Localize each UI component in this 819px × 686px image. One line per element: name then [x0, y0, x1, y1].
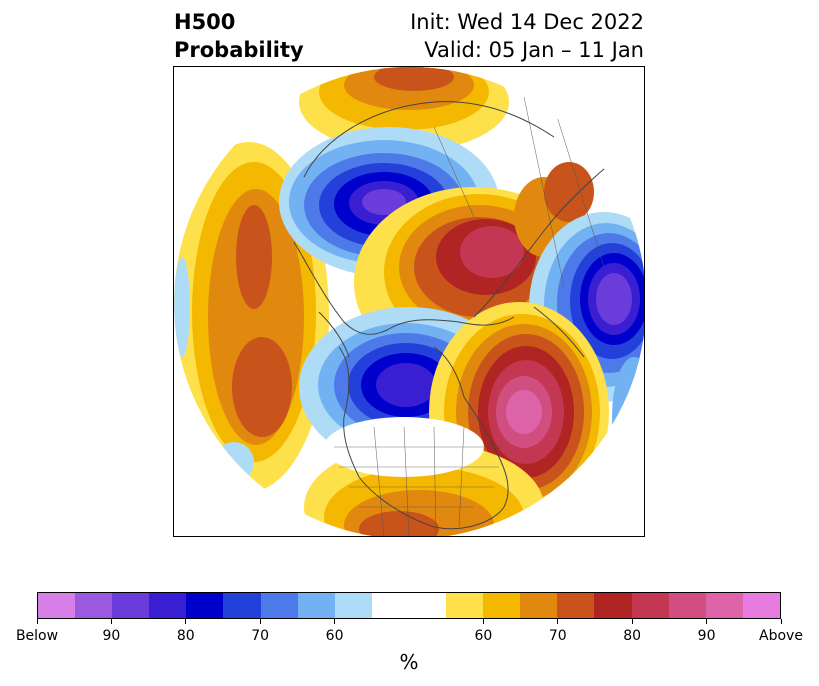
- title-type: Probability: [174, 38, 304, 62]
- colorbar-swatch: [186, 593, 224, 618]
- colorbar-tick-mark: [259, 619, 261, 624]
- colorbar-swatch: [668, 593, 706, 618]
- colorbar-swatch: [75, 593, 113, 618]
- polar-map: [173, 66, 645, 537]
- colorbar-swatch: [557, 593, 595, 618]
- colorbar-swatch: [149, 593, 187, 618]
- colorbar-swatch: [260, 593, 298, 618]
- colorbar-swatch: [223, 593, 261, 618]
- colorbar-tick-mark: [36, 619, 38, 624]
- borders: [334, 96, 605, 536]
- map-title: H500 Probability: [174, 8, 304, 64]
- colorbar-tick-label: 60: [325, 628, 344, 644]
- colorbar-swatch: [483, 593, 521, 618]
- colorbar-tick-label: 70: [251, 628, 270, 644]
- colorbar-swatch: [742, 593, 780, 618]
- colorbar-tick-mark: [780, 619, 782, 624]
- colorbar-swatch: [297, 593, 335, 618]
- colorbar-tick-mark: [185, 619, 187, 624]
- probability-map-svg: [174, 67, 644, 536]
- colorbar-tick-label: 80: [176, 628, 195, 644]
- colorbar-swatch: [112, 593, 150, 618]
- colorbar-unit: %: [399, 650, 419, 674]
- colorbar-swatches: [37, 592, 781, 619]
- colorbar-tick-label: 90: [697, 628, 716, 644]
- map-date-info: Init: Wed 14 Dec 2022 Valid: 05 Jan – 11…: [410, 8, 644, 64]
- valid-range: Valid: 05 Jan – 11 Jan: [424, 38, 644, 62]
- title-variable: H500: [174, 10, 236, 34]
- below-weak-west-edge: [174, 257, 190, 357]
- colorbar-tick-label: 90: [102, 628, 121, 644]
- colorbar-swatch: [705, 593, 743, 618]
- above-normal-siberia-east: [299, 67, 509, 152]
- colorbar-tick-label: 60: [474, 628, 493, 644]
- colorbar-tick-label: 70: [548, 628, 567, 644]
- colorbar: [37, 592, 781, 619]
- colorbar-tick-mark: [706, 619, 708, 624]
- colorbar-tick-mark: [557, 619, 559, 624]
- colorbar-tick-label: Above: [759, 628, 803, 644]
- below-weak-sw: [214, 442, 254, 482]
- colorbar-tick-label: Below: [15, 628, 59, 644]
- colorbar-tick-mark: [334, 619, 336, 624]
- colorbar-swatch: [446, 593, 484, 618]
- colorbar-swatch: [594, 593, 632, 618]
- colorbar-swatch: [38, 593, 76, 618]
- colorbar-tick-mark: [631, 619, 633, 624]
- colorbar-swatch: [371, 593, 409, 618]
- colorbar-tick-mark: [482, 619, 484, 624]
- colorbar-swatch: [520, 593, 558, 618]
- init-date: Init: Wed 14 Dec 2022: [410, 10, 644, 34]
- colorbar-swatch: [408, 593, 447, 618]
- colorbar-swatch: [631, 593, 669, 618]
- colorbar-tick-mark: [110, 619, 112, 624]
- colorbar-tick-label: 80: [623, 628, 642, 644]
- colorbar-swatch: [334, 593, 372, 618]
